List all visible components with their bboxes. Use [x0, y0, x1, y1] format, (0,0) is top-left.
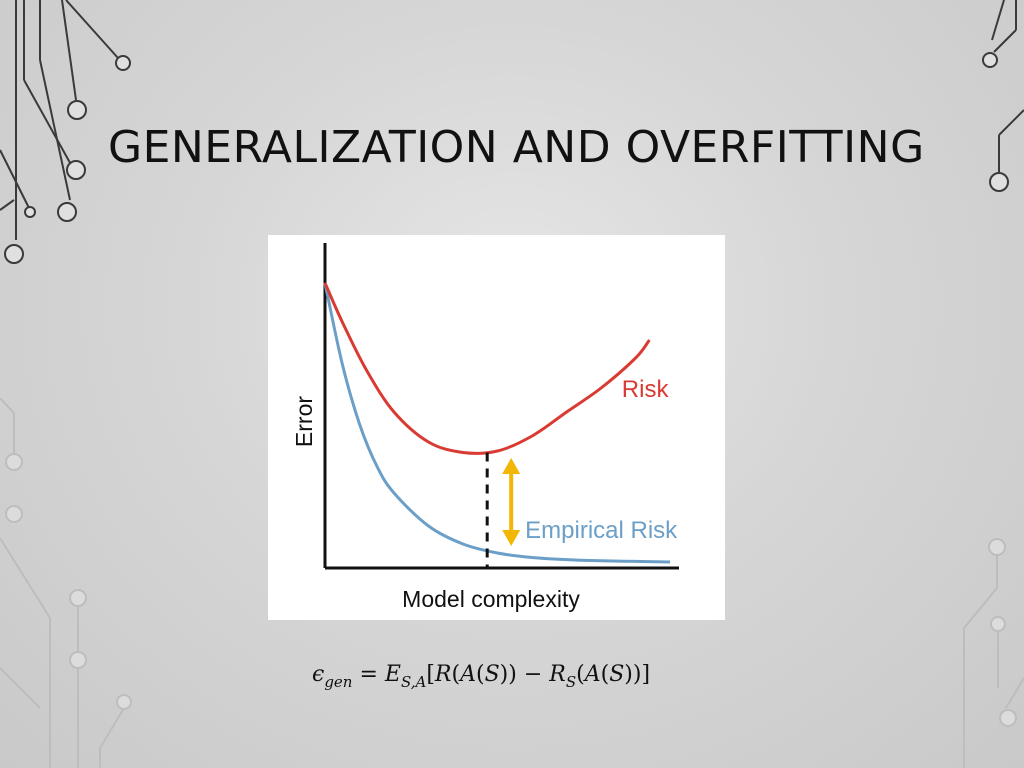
gap-arrow-head-down — [502, 530, 521, 546]
formula-expectation-subscript: S,A — [400, 673, 427, 691]
formula-paren-close-2: ) — [632, 662, 642, 687]
generalization-error-formula: ϵgen = ES,A[R(A(S)) − RS(A(S))] — [312, 662, 650, 702]
formula-sample: S — [484, 662, 500, 687]
risk-chart-svg: Risk Empirical Risk Model complexity Err… — [291, 243, 679, 612]
circuit-decoration-right-bottom — [963, 538, 1024, 768]
formula-sample-2: S — [609, 662, 625, 687]
circuit-decoration-right-top — [982, 0, 1024, 192]
series-label-empirical-risk: Empirical Risk — [525, 517, 678, 544]
x-axis-label: Model complexity — [402, 586, 580, 612]
formula-sample-paren-close-2: ) — [624, 662, 633, 687]
formula-empirical-risk-subscript: S — [565, 673, 577, 691]
formula-algorithm-2: A — [584, 662, 601, 687]
formula-empirical-risk: R — [549, 662, 566, 687]
formula-bracket-open: [ — [426, 662, 435, 687]
series-empirical-risk-line — [323, 282, 671, 564]
formula-minus: − — [523, 662, 543, 687]
formula-algorithm: A — [460, 662, 476, 687]
gap-arrow-head-up — [502, 458, 521, 474]
formula-epsilon: ϵ — [312, 662, 325, 687]
slide-title: GENERALIZATION AND OVERFITTING — [108, 122, 925, 173]
formula-sample-paren-open: ( — [475, 662, 485, 687]
formula-epsilon-subscript: gen — [324, 673, 353, 691]
circuit-decoration-left-top — [0, 0, 131, 264]
formula-risk: R — [434, 662, 452, 687]
formula-bracket-close: ] — [641, 662, 651, 687]
formula-paren-close: ) — [508, 662, 517, 687]
y-axis-label: Error — [291, 396, 317, 447]
formula-equals: = — [359, 662, 378, 687]
circuit-decoration-left-bottom — [0, 397, 132, 768]
formula-sample-paren-open-2: ( — [600, 662, 610, 687]
risk-chart: Risk Empirical Risk Model complexity Err… — [268, 235, 725, 620]
formula-sample-paren-close: ) — [499, 662, 509, 687]
formula-expectation: E — [384, 662, 401, 687]
series-label-risk: Risk — [622, 376, 670, 403]
formula-paren-open: ( — [451, 662, 461, 687]
series-risk-line — [323, 282, 651, 455]
formula-paren-open-2: ( — [576, 662, 585, 687]
